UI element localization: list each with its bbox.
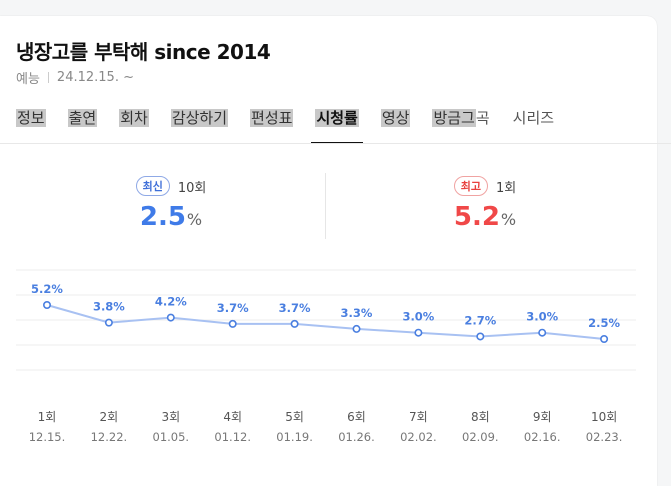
x-tick-date: 02.02. (400, 430, 437, 444)
tab-info[interactable]: 정보 (16, 109, 46, 127)
latest-badge: 최신 (135, 176, 170, 196)
x-tick-episode: 9회 (533, 410, 552, 424)
highest-badge: 최고 (453, 176, 488, 196)
x-tick-date: 01.19. (276, 430, 313, 444)
tab-episodes[interactable]: 회차 (119, 109, 149, 127)
data-point (104, 318, 113, 327)
latest-rating: 최신 10회 2.5% (16, 176, 326, 232)
data-point (228, 319, 237, 328)
x-tick-date: 01.26. (338, 430, 375, 444)
highest-unit: % (500, 210, 517, 229)
data-point (476, 332, 485, 341)
ratings-series-line (46, 304, 605, 340)
meta-separator (47, 72, 49, 83)
data-label: 4.2% (155, 295, 187, 309)
x-tick-date: 12.22. (91, 430, 128, 444)
tab-recent-song[interactable]: 방금그곡 (432, 109, 490, 127)
x-tick-date: 02.09. (462, 430, 499, 444)
tab-schedule[interactable]: 편성표 (250, 109, 294, 127)
x-tick-episode: 4회 (223, 410, 242, 424)
latest-episode: 10회 (177, 180, 207, 196)
data-label: 3.3% (341, 306, 373, 320)
x-tick-episode: 7회 (409, 410, 428, 424)
latest-unit: % (186, 210, 203, 229)
ratings-line-chart: 5.2% 1회 12.15. 3.8% 2회 12.22. 4.2% 3회 01.05. 3.7%… (16, 269, 636, 444)
data-label: 3.0% (526, 310, 558, 324)
tab-watch[interactable]: 감상하기 (170, 109, 229, 127)
highest-value: 5.2 (453, 202, 500, 232)
x-tick-episode: 6회 (347, 410, 366, 424)
data-point (290, 319, 299, 328)
data-point (352, 324, 361, 333)
data-label: 2.5% (588, 316, 620, 330)
tab-series[interactable]: 시리즈 (512, 109, 555, 127)
x-tick-episode: 1회 (38, 410, 57, 424)
data-point (166, 313, 175, 322)
genre-label: 예능 (16, 72, 40, 87)
data-point (42, 300, 51, 309)
tab-videos[interactable]: 영상 (380, 109, 411, 127)
x-tick-episode: 10회 (591, 410, 617, 424)
data-label: 3.8% (93, 300, 125, 314)
x-tick-episode: 5회 (285, 410, 304, 424)
latest-value: 2.5 (139, 202, 186, 232)
program-title: 냉장고를 부탁해 since 2014 (16, 40, 271, 64)
highest-episode: 1회 (496, 180, 517, 196)
x-tick-episode: 8회 (471, 410, 490, 424)
data-label: 3.7% (279, 301, 311, 315)
air-date: 24.12.15. ~ (56, 70, 134, 85)
tab-cast[interactable]: 출연 (67, 109, 98, 127)
tab-ratings[interactable]: 시청률 (311, 106, 364, 144)
program-meta: 예능 24.12.15. ~ (16, 68, 134, 87)
x-tick-date: 01.12. (214, 430, 251, 444)
tab-divider (0, 143, 671, 144)
highest-rating: 최고 1회 5.2% (330, 176, 640, 232)
ratings-card: 냉장고를 부탁해 since 2014 예능 24.12.15. ~ 정보 출연… (0, 16, 657, 486)
data-label: 3.7% (217, 301, 249, 315)
stat-separator (325, 173, 326, 239)
x-tick-date: 02.16. (524, 430, 561, 444)
tab-bar: 정보 출연 회차 감상하기 편성표 시청률 영상 방금그곡 시리즈 (16, 106, 657, 144)
data-point (414, 328, 423, 337)
x-tick-date: 02.23. (586, 430, 623, 444)
data-point (538, 328, 547, 337)
data-label: 3.0% (402, 310, 434, 324)
data-point (600, 335, 609, 344)
data-label: 2.7% (464, 313, 496, 327)
data-label: 5.2% (31, 282, 63, 296)
x-tick-date: 12.15. (29, 430, 66, 444)
x-tick-episode: 3회 (161, 410, 180, 424)
x-tick-date: 01.05. (153, 430, 190, 444)
x-tick-episode: 2회 (100, 410, 119, 424)
